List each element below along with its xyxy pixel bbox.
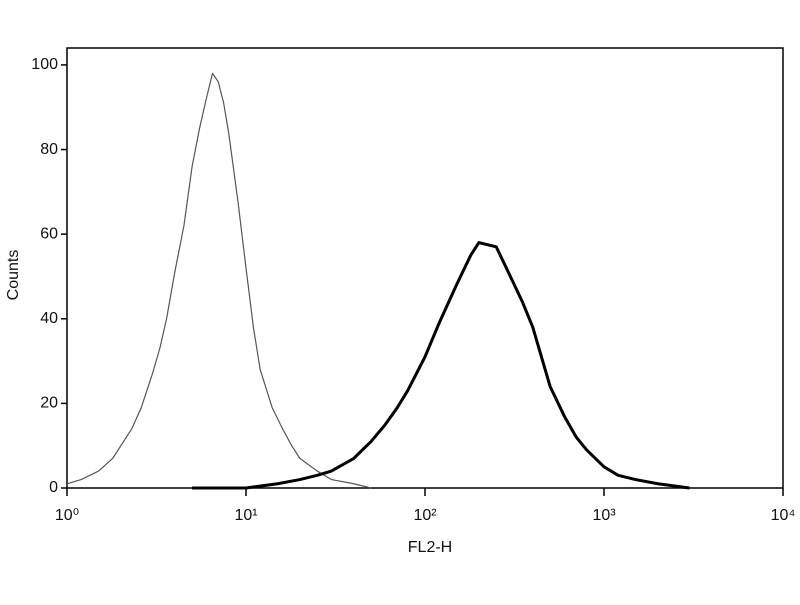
y-tick-label: 40	[40, 310, 58, 327]
x-tick-label: 10⁴	[771, 507, 796, 524]
y-tick-label: 80	[40, 141, 58, 158]
histogram-line	[66, 72, 372, 489]
x-tick-label: 10¹	[234, 507, 257, 524]
y-axis-label: Counts	[5, 250, 22, 301]
plot-frame	[66, 47, 784, 489]
y-tick-label: 0	[49, 479, 58, 496]
histogram-line	[192, 241, 690, 490]
y-tick-label: 60	[40, 225, 58, 242]
x-axis-label: FL2-H	[408, 539, 452, 556]
y-tick-label: 20	[40, 395, 58, 412]
x-tick-label: 10²	[413, 507, 437, 524]
x-tick-label: 10³	[592, 507, 616, 524]
x-tick-label: 10⁰	[55, 507, 79, 524]
y-tick-label: 100	[31, 56, 58, 73]
